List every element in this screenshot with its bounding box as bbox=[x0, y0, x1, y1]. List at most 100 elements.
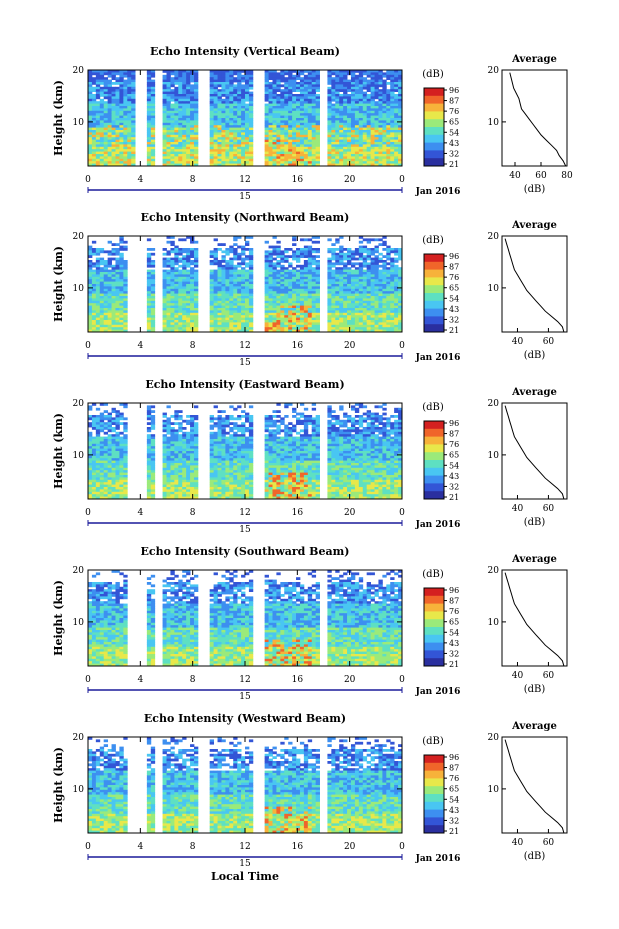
heatmap-cell bbox=[315, 70, 320, 73]
heatmap-cell bbox=[186, 74, 191, 78]
heatmap-cell bbox=[170, 113, 175, 116]
heatmap-cell bbox=[394, 163, 399, 166]
heatmap-cell bbox=[386, 300, 391, 304]
heatmap-cell bbox=[237, 108, 242, 112]
heatmap-cell bbox=[296, 264, 301, 268]
heatmap-cell bbox=[284, 101, 289, 104]
heatmap-cell bbox=[150, 252, 156, 256]
heatmap-cell bbox=[343, 322, 348, 326]
heatmap-cell bbox=[382, 274, 387, 278]
heatmap-cell bbox=[335, 320, 340, 323]
heatmap-cell bbox=[398, 308, 402, 311]
heatmap-cell bbox=[307, 142, 313, 145]
heatmap-cell bbox=[245, 132, 250, 136]
heatmap-cell bbox=[315, 269, 320, 273]
heatmap-cell bbox=[276, 163, 281, 166]
heatmap-cell bbox=[292, 281, 297, 285]
heatmap-cell bbox=[245, 72, 250, 76]
heatmap-cell bbox=[264, 142, 269, 145]
heatmap-cell bbox=[146, 260, 152, 263]
heatmap-cell bbox=[107, 108, 112, 112]
heatmap-cell bbox=[276, 120, 281, 124]
heatmap-cell bbox=[182, 130, 187, 133]
colorbar-tick-label: 54 bbox=[449, 294, 459, 303]
heatmap-cell bbox=[307, 315, 313, 318]
heatmap-cell bbox=[166, 96, 171, 100]
heatmap-cell bbox=[331, 94, 336, 97]
heatmap-cell bbox=[362, 248, 368, 251]
heatmap-cell bbox=[350, 127, 356, 131]
avg-x-tick-label: 60 bbox=[543, 337, 555, 347]
heatmap-cell bbox=[394, 130, 399, 133]
heatmap-cell bbox=[390, 272, 395, 275]
heatmap-cell bbox=[88, 305, 93, 309]
heatmap-cell bbox=[358, 113, 364, 116]
heatmap-cell bbox=[229, 82, 234, 85]
heatmap-cell bbox=[186, 317, 191, 321]
heatmap-cell bbox=[162, 312, 167, 316]
heatmap-cell bbox=[182, 272, 187, 275]
heatmap-cell bbox=[268, 125, 273, 128]
heatmap-cell bbox=[213, 106, 218, 109]
heatmap-cell bbox=[374, 89, 379, 92]
heatmap-cell bbox=[272, 127, 277, 131]
heatmap-cell bbox=[103, 293, 109, 297]
heatmap-cell bbox=[343, 257, 348, 261]
heatmap-cell bbox=[386, 315, 391, 318]
heatmap-cell bbox=[245, 329, 250, 332]
heatmap-cell bbox=[303, 146, 309, 150]
heatmap-cell bbox=[103, 132, 109, 136]
heatmap-cell bbox=[95, 272, 101, 275]
heatmap-cell bbox=[209, 70, 215, 73]
heatmap-cell bbox=[213, 72, 218, 76]
heatmap-cell bbox=[390, 320, 395, 323]
heatmap-cell bbox=[382, 305, 387, 309]
heatmap-cell bbox=[119, 120, 124, 124]
heatmap-cell bbox=[339, 106, 344, 109]
heatmap-cell bbox=[296, 120, 301, 124]
heatmap-cell bbox=[146, 108, 152, 112]
heatmap-cell bbox=[111, 269, 116, 273]
heatmap-cell bbox=[174, 267, 179, 270]
heatmap-cell bbox=[307, 122, 313, 126]
heatmap-cell bbox=[307, 134, 313, 138]
heatmap-cell bbox=[390, 74, 395, 78]
heatmap-cell bbox=[241, 281, 246, 285]
heatmap-cell bbox=[382, 161, 387, 164]
heatmap-cell bbox=[390, 329, 395, 332]
heatmap-cell bbox=[103, 310, 109, 314]
heatmap-cell bbox=[233, 103, 238, 107]
heatmap-cell bbox=[193, 118, 199, 121]
heatmap-cell bbox=[307, 77, 313, 80]
heatmap-cell bbox=[331, 276, 336, 280]
heatmap-cell bbox=[343, 125, 348, 128]
heatmap-cell bbox=[299, 142, 305, 145]
heatmap-cell bbox=[170, 161, 175, 164]
heatmap-cell bbox=[280, 108, 285, 112]
heatmap-cell bbox=[398, 293, 402, 297]
heatmap-cell bbox=[307, 127, 313, 131]
heatmap-cell bbox=[299, 255, 305, 258]
heatmap-cell bbox=[170, 163, 175, 166]
heatmap-cell bbox=[292, 238, 297, 242]
heatmap-cell bbox=[186, 134, 191, 138]
heatmap-cell bbox=[331, 322, 336, 326]
heatmap-cell bbox=[311, 317, 317, 321]
heatmap-cell bbox=[296, 130, 301, 133]
heatmap-cell bbox=[123, 70, 128, 73]
heatmap-cell bbox=[237, 86, 242, 90]
heatmap-cell bbox=[398, 118, 402, 121]
heatmap-cell bbox=[311, 115, 317, 119]
heatmap-cell bbox=[91, 146, 97, 150]
heatmap-cell bbox=[186, 70, 191, 73]
heatmap-cell bbox=[370, 329, 375, 332]
heatmap-cell bbox=[284, 308, 289, 311]
heatmap-cell bbox=[370, 291, 375, 294]
heatmap-cell bbox=[95, 264, 101, 268]
heatmap-cell bbox=[248, 320, 254, 323]
heatmap-cell bbox=[123, 96, 128, 100]
heatmap-cell bbox=[280, 72, 285, 76]
heatmap-cell bbox=[272, 154, 277, 157]
heatmap-cell bbox=[213, 79, 218, 83]
heatmap-cell bbox=[193, 260, 199, 263]
